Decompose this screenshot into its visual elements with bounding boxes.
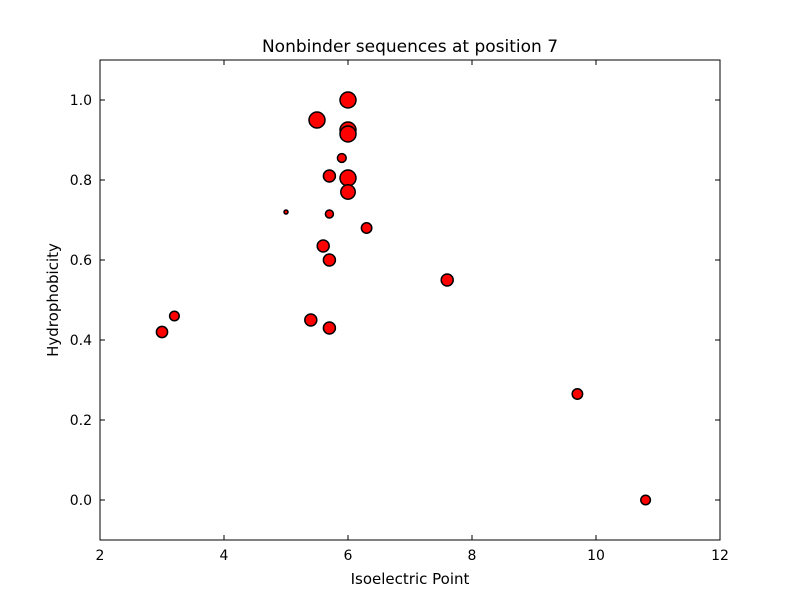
- plot-frame: [99, 59, 721, 541]
- y-tick-label: 1.0: [70, 93, 92, 109]
- y-tick-label: 0.0: [70, 493, 92, 509]
- data-point: [322, 321, 337, 335]
- data-points: [155, 91, 652, 506]
- chart-title: Nonbinder sequences at position 7: [262, 37, 558, 57]
- x-tick-label: 10: [587, 548, 605, 564]
- y-tick-label: 0.6: [70, 253, 92, 269]
- x-tick-label: 12: [711, 548, 729, 564]
- y-axis-label: Hydrophobicity: [44, 243, 62, 357]
- data-point: [155, 325, 169, 339]
- data-point: [340, 184, 356, 200]
- x-axis-label: Isoelectric Point: [351, 570, 470, 588]
- y-axis: 0.0 0.2 0.4 0.6 0.8 1.0: [70, 93, 720, 509]
- data-point: [168, 310, 180, 322]
- data-point: [640, 494, 652, 506]
- data-point: [339, 169, 357, 187]
- data-point: [283, 209, 289, 215]
- data-point: [322, 169, 337, 183]
- x-axis: 2 4 6 8 10 12: [96, 60, 729, 564]
- data-point: [360, 222, 373, 234]
- x-tick-label: 6: [344, 548, 353, 564]
- data-point: [440, 273, 454, 287]
- y-tick-label: 0.4: [70, 333, 92, 349]
- x-tick-label: 8: [468, 548, 477, 564]
- data-point: [324, 209, 335, 219]
- x-tick-label: 4: [220, 548, 229, 564]
- data-point: [336, 152, 347, 164]
- data-point: [339, 125, 357, 143]
- data-point: [322, 253, 337, 267]
- y-tick-label: 0.2: [70, 413, 92, 429]
- data-point: [339, 91, 357, 109]
- y-tick-label: 0.8: [70, 173, 92, 189]
- x-tick-label: 2: [96, 548, 105, 564]
- data-point: [316, 239, 330, 253]
- data-point: [571, 388, 584, 400]
- data-point: [304, 313, 318, 327]
- data-point: [308, 111, 326, 129]
